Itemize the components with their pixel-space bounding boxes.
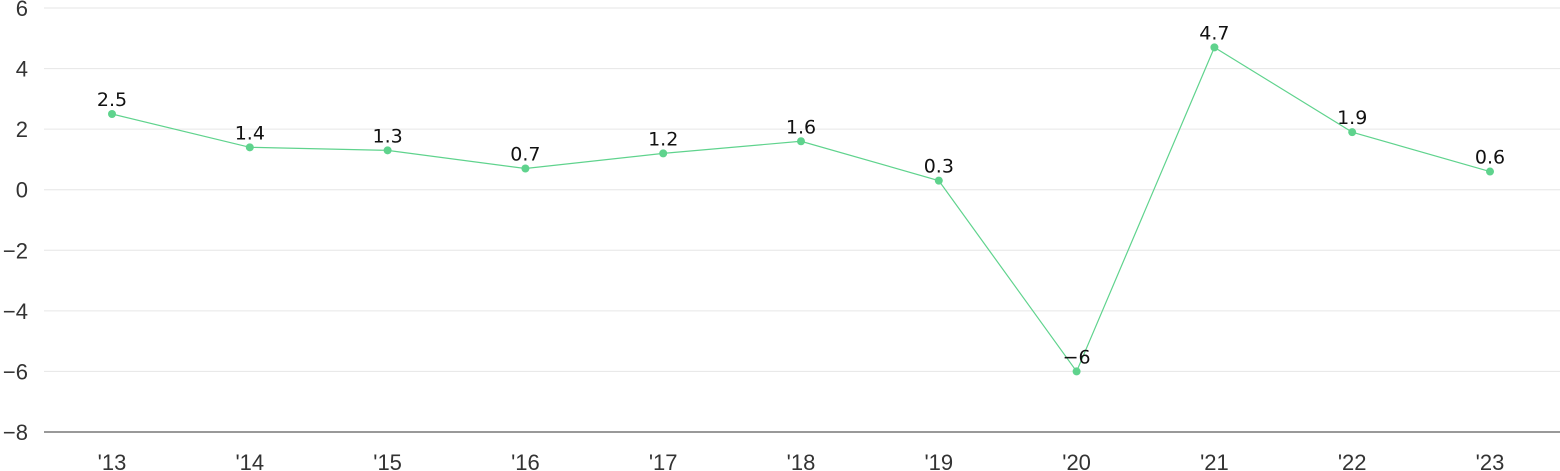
data-label: 1.2 [648,128,678,150]
grid-lines [44,7,1560,372]
y-tick-label: −8 [3,420,28,445]
data-point [797,137,805,146]
data-label: 0.6 [1475,147,1505,169]
x-tick-label: '18 [787,450,816,471]
y-tick-label: −6 [3,359,28,384]
x-tick-label: '22 [1338,450,1367,471]
data-series: 2.5 1.4 1.3 0.7 1.2 1.6 0.3 −6 4.7 1.9 0.6 [97,22,1505,376]
data-label: 1.9 [1337,107,1367,129]
data-label: 0.7 [510,144,540,166]
x-tick-label: '14 [235,450,264,471]
data-point [1072,367,1081,376]
data-label: 1.3 [372,125,402,147]
x-tick-label: '17 [649,450,678,471]
y-axis-tick-labels: 6 4 2 0 −2 −4 −6 −8 [3,0,28,445]
data-label: 4.7 [1199,22,1229,44]
y-tick-label: 2 [16,117,28,142]
x-tick-label: '20 [1062,450,1091,471]
x-axis-tick-labels: '13 '14 '15 '16 '17 '18 '19 '20 '21 '22 '23 [98,450,1505,471]
data-point [108,110,116,118]
x-tick-label: '23 [1476,450,1505,471]
data-label: −6 [1063,346,1091,368]
data-point [383,146,392,155]
x-tick-label: '16 [511,450,540,471]
data-label: 0.3 [924,156,954,178]
data-label: 1.4 [235,122,265,144]
y-tick-label: 0 [16,178,28,203]
series-line [111,46,1491,373]
data-point [521,164,530,173]
x-tick-label: '21 [1200,450,1229,471]
data-label: 2.5 [97,89,127,111]
x-tick-label: '15 [373,450,402,471]
y-tick-label: 4 [16,57,28,82]
data-point [659,149,668,158]
data-point [1348,128,1357,137]
data-point [934,176,943,185]
x-tick-label: '19 [924,450,953,471]
data-point [245,143,254,152]
y-tick-label: −2 [3,238,28,263]
data-point [1210,43,1219,52]
data-label: 1.6 [786,116,816,138]
data-point [1486,167,1494,176]
y-tick-label: −4 [3,299,28,324]
x-tick-label: '13 [98,450,127,471]
y-tick-label: 6 [16,0,28,21]
